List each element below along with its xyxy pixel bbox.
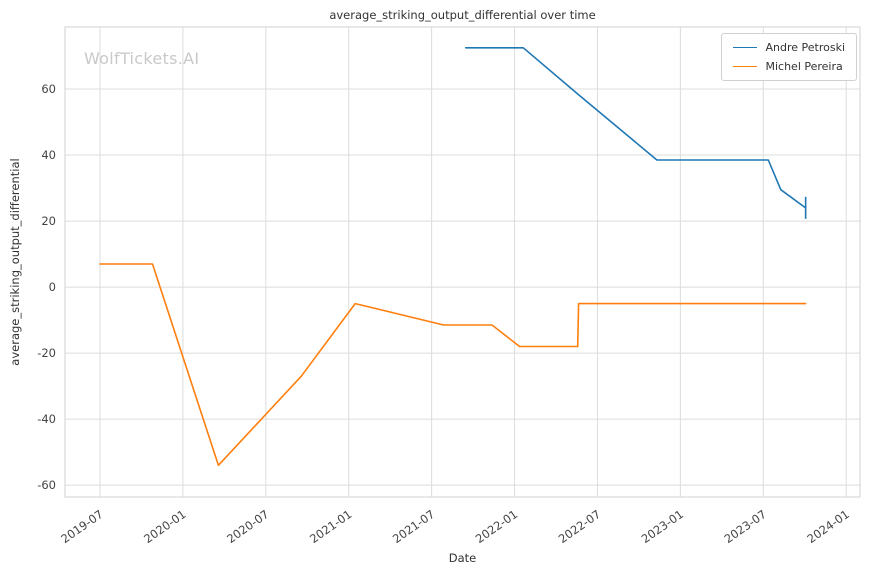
x-tick-label: 2022-01	[473, 507, 520, 546]
y-tick-label: -60	[37, 478, 56, 492]
chart-title: average_striking_output_differential ove…	[329, 8, 596, 22]
y-tick-label: -20	[37, 346, 56, 360]
x-tick-label: 2022-07	[556, 507, 603, 546]
legend-item-andre-petroski: Andre Petroski	[733, 41, 845, 54]
x-tick-label: 2023-01	[639, 507, 686, 546]
y-axis-label: average_striking_output_differential	[8, 158, 22, 366]
x-tick-label: 2019-07	[58, 507, 105, 546]
x-tick-label: 2021-07	[390, 507, 437, 546]
x-tick-label: 2021-01	[307, 507, 354, 546]
series-line-andre-petroski	[464, 46, 807, 209]
legend-item-michel-pereira: Michel Pereira	[733, 60, 845, 73]
x-axis-label: Date	[448, 551, 477, 565]
legend-line-swatch-orange	[733, 66, 758, 67]
x-tick-label: 2020-07	[224, 507, 271, 546]
legend: Andre Petroski Michel Pereira	[721, 33, 857, 81]
legend-label: Andre Petroski	[765, 41, 845, 54]
y-tick-label: -40	[37, 412, 56, 426]
legend-line-swatch-blue	[733, 47, 758, 48]
watermark: WolfTickets.AI	[84, 49, 200, 68]
x-tick-label: 2024-01	[805, 507, 852, 546]
x-tick-label: 2023-07	[722, 507, 769, 546]
x-tick-label: 2020-01	[141, 507, 188, 546]
y-tick-label: 0	[49, 280, 56, 294]
legend-label: Michel Pereira	[765, 60, 843, 73]
series-line-michel-pereira	[99, 263, 807, 467]
y-tick-label: 60	[41, 82, 56, 96]
y-tick-label: 40	[41, 148, 56, 162]
y-tick-label: 20	[41, 214, 56, 228]
plot-border	[64, 26, 861, 498]
